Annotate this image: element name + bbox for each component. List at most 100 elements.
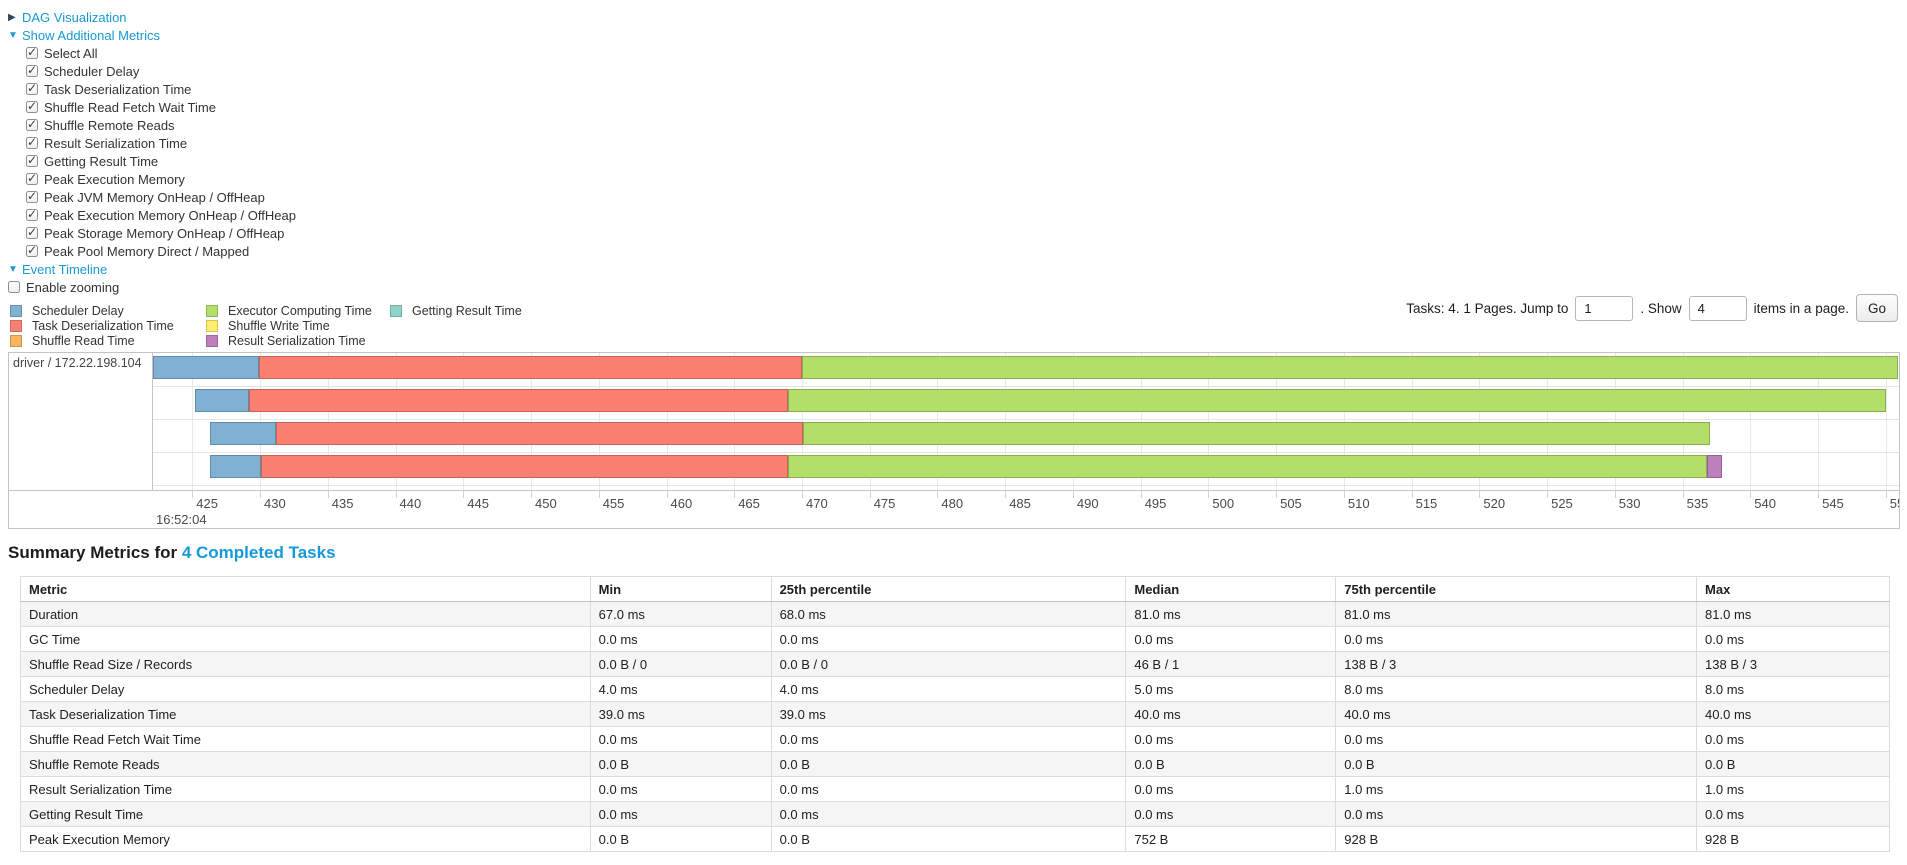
checkmark-icon: ✓: [27, 135, 38, 149]
metric-name-cell: Shuffle Read Fetch Wait Time: [20, 726, 591, 752]
metric-value-cell: 5.0 ms: [1125, 676, 1337, 702]
summary-metrics-table: Metric Min 25th percentile Median 75th perce…: [20, 576, 1890, 852]
task-bar-segment-scheduler-delay[interactable]: [209, 422, 277, 445]
legend-swatch-icon: [390, 304, 402, 317]
task-bar-segment-executor-computing-time[interactable]: [803, 422, 1710, 445]
timeline-legend: Scheduler Delay Task Deserialization Time…: [10, 303, 522, 348]
task-bar-segment-executor-computing-time[interactable]: [788, 389, 1886, 412]
timeline-group-label-column: driver / 172.22.198.104: [9, 353, 153, 490]
timeline-row-separator: [153, 419, 1899, 420]
x-tick-label: 485: [1009, 496, 1031, 511]
task-bar-segment-executor-computing-time[interactable]: [788, 455, 1707, 478]
metric-checkbox-peak-pool-memory-direct-mapped[interactable]: ✓: [26, 243, 38, 257]
enable-zooming-checkbox[interactable]: [8, 281, 20, 293]
metric-checkbox-result-serialization-time[interactable]: ✓: [26, 135, 38, 149]
event-timeline-toggle[interactable]: ▼ Event Timeline: [8, 260, 296, 278]
metric-value-cell: 81.0 ms: [1125, 601, 1337, 627]
dag-visualization-link[interactable]: DAG Visualization: [22, 9, 127, 25]
x-tick-mark: [802, 491, 803, 498]
metric-checkbox-shuffle-read-fetch-wait-time[interactable]: ✓: [26, 99, 38, 113]
timeline-plot-area: [153, 353, 1899, 490]
items-per-page-input[interactable]: [1688, 295, 1747, 321]
task-bar-segment-scheduler-delay[interactable]: [209, 455, 262, 478]
metric-value-cell: 0.0 ms: [589, 626, 772, 652]
metric-checkbox-scheduler-delay[interactable]: ✓: [26, 63, 38, 77]
metric-checkbox-shuffle-remote-reads[interactable]: ✓: [26, 117, 38, 131]
x-gridline: [1614, 353, 1616, 490]
legend-item: Task Deserialization Time: [10, 318, 206, 333]
pagination-text-mid: . Show: [1640, 300, 1682, 316]
legend-item: Result Serialization Time: [206, 333, 390, 348]
summary-table-row: Task Deserialization Time 39.0 ms 39.0 ms 4…: [20, 701, 1890, 727]
task-bar-segment-result-serialization-time[interactable]: [1707, 455, 1722, 478]
legend-label: Shuffle Write Time: [228, 318, 330, 333]
x-tick-mark: [734, 491, 736, 498]
metric-checkbox-label: Shuffle Remote Reads: [44, 117, 175, 133]
legend-swatch-icon: [206, 334, 218, 347]
metric-value-cell: 4.0 ms: [770, 676, 1127, 702]
metric-name-cell: Task Deserialization Time: [20, 701, 591, 727]
summary-column-header: Metric: [20, 576, 591, 602]
timeline-row-separator: [153, 485, 1899, 486]
show-additional-metrics-link[interactable]: Show Additional Metrics: [22, 27, 161, 43]
stage-controls: ▶ DAG Visualization ▼ Show Additional Me…: [8, 8, 296, 296]
timeline-row-separator: [153, 452, 1899, 453]
x-gridline: [1005, 353, 1007, 490]
checkmark-icon: ✓: [27, 63, 38, 77]
checkmark-icon: ✓: [27, 117, 38, 131]
completed-tasks-link[interactable]: 4 Completed Tasks: [181, 543, 336, 562]
metric-name-cell: Peak Execution Memory: [20, 826, 591, 852]
metric-value-cell: 8.0 ms: [1335, 676, 1698, 702]
x-tick-mark: [869, 491, 871, 498]
metric-checkbox-select-all[interactable]: ✓: [26, 45, 38, 59]
metric-value-cell: 0.0 B: [589, 826, 772, 852]
x-tick-label: 445: [467, 496, 489, 511]
metric-checkbox-row: ✓ Shuffle Read Fetch Wait Time: [8, 98, 296, 116]
x-gridline: [1750, 353, 1752, 490]
x-tick-mark: [1750, 491, 1752, 498]
metric-checkbox-peak-execution-memory-onheap-offheap[interactable]: ✓: [26, 207, 38, 221]
summary-table-row: Getting Result Time 0.0 ms 0.0 ms 0.0 ms 0.0…: [20, 801, 1890, 827]
x-tick-label: 480: [941, 496, 964, 511]
metric-value-cell: 0.0 ms: [589, 801, 772, 827]
checkmark-icon: ✓: [27, 81, 38, 95]
event-timeline-link[interactable]: Event Timeline: [22, 261, 108, 277]
summary-table-row: Shuffle Read Size / Records 0.0 B / 0 0.0 …: [20, 651, 1890, 677]
metric-checkbox-row: ✓ Select All: [8, 44, 296, 62]
task-bar-segment-executor-computing-time[interactable]: [802, 356, 1898, 379]
x-tick-label: 440: [399, 496, 422, 511]
legend-item: Shuffle Read Time: [10, 333, 206, 348]
legend-swatch-icon: [206, 319, 218, 332]
task-bar-segment-scheduler-delay[interactable]: [153, 356, 259, 379]
task-bar-segment-task-deserialization-time[interactable]: [258, 356, 802, 379]
metric-checkbox-task-deserialization-time[interactable]: ✓: [26, 81, 38, 95]
metric-checkbox-peak-jvm-memory-onheap-offheap[interactable]: ✓: [26, 189, 38, 203]
go-button[interactable]: Go: [1855, 294, 1898, 322]
metric-checkbox-getting-result-time[interactable]: ✓: [26, 153, 38, 167]
task-bar-segment-task-deserialization-time[interactable]: [249, 389, 789, 412]
task-bar-segment-task-deserialization-time[interactable]: [261, 455, 789, 478]
x-gridline: [1682, 353, 1684, 490]
x-tick-label: 515: [1415, 496, 1438, 511]
summary-table-row: Peak Execution Memory 0.0 B 0.0 B 752 B 928 …: [20, 826, 1890, 852]
metric-checkbox-peak-storage-memory-onheap-offheap[interactable]: ✓: [26, 225, 38, 239]
x-gridline: [1276, 353, 1278, 490]
jump-to-page-input[interactable]: [1575, 295, 1634, 321]
metric-name-cell: Result Serialization Time: [20, 776, 591, 802]
metric-value-cell: 81.0 ms: [1335, 601, 1698, 627]
x-tick-mark: [1885, 491, 1887, 498]
metric-name-cell: Getting Result Time: [20, 801, 591, 827]
x-tick-mark: [463, 491, 465, 498]
timeline-axis-corner: [9, 490, 153, 528]
show-additional-metrics-toggle[interactable]: ▼ Show Additional Metrics: [8, 26, 296, 44]
metric-value-cell: 0.0 ms: [1125, 626, 1337, 652]
metric-checkbox-row: ✓ Peak Pool Memory Direct / Mapped: [8, 242, 296, 260]
task-bar-segment-task-deserialization-time[interactable]: [276, 422, 804, 445]
dag-visualization-toggle[interactable]: ▶ DAG Visualization: [8, 8, 296, 26]
task-bar-segment-scheduler-delay[interactable]: [195, 389, 250, 412]
metric-checkbox-peak-execution-memory[interactable]: ✓: [26, 171, 38, 185]
timeline-x-axis: 425 430 435 440 445 450 455 460 465 470 475 480 485 4…: [153, 490, 1899, 528]
x-tick-mark: [1547, 491, 1549, 498]
metric-checkbox-row: ✓ Peak Execution Memory OnHeap / OffHeap: [8, 206, 296, 224]
